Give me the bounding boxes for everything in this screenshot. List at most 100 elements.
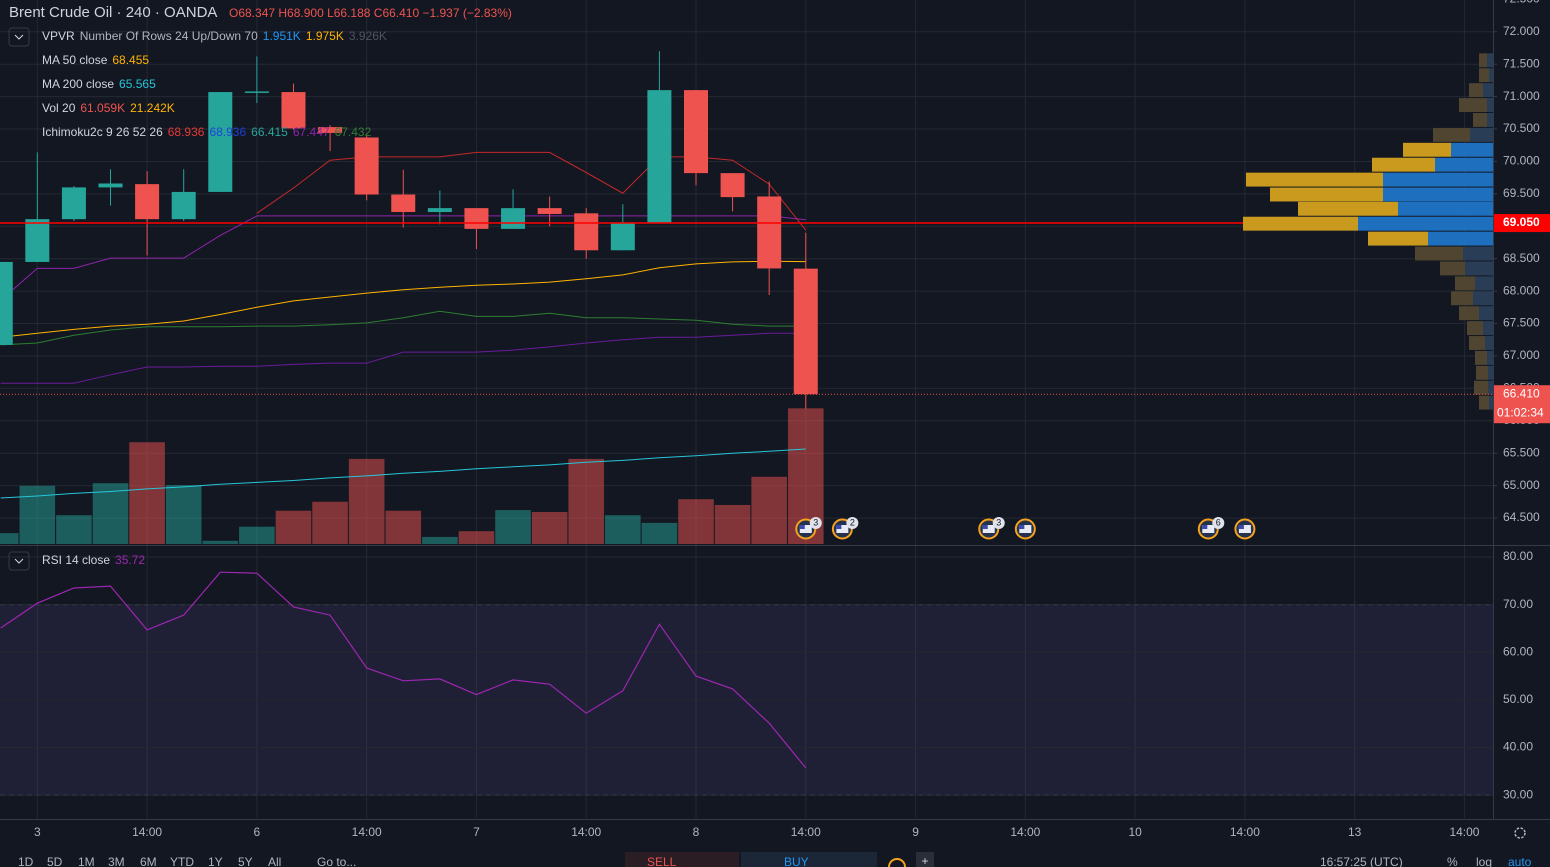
percent-toggle[interactable]: % (1447, 855, 1458, 867)
profile-up (1475, 350, 1487, 365)
last-price-label: 66.410 (1503, 386, 1540, 400)
candle-body (281, 92, 306, 129)
profile-up (1298, 201, 1398, 216)
buy-button[interactable] (741, 852, 877, 867)
log-toggle[interactable]: log (1476, 855, 1492, 867)
add-button[interactable] (916, 852, 934, 867)
indicator-legend: Ichimoku2c 9 26 52 26 68.936 68.936 66.415 6… (42, 125, 372, 139)
ohlc-quote: O68.347 H68.900 L66.188 C66.410 −1.937 (… (229, 6, 512, 20)
collapse-button[interactable] (8, 551, 30, 571)
y-tick-label: 70.00 (1503, 597, 1533, 611)
y-tick-label: 70.500 (1503, 121, 1540, 135)
range-button[interactable]: All (268, 855, 281, 867)
x-tick-label: 14:00 (791, 825, 821, 839)
legend-value: 68.936 (209, 125, 246, 139)
volume-bar (92, 483, 129, 544)
indicator-legend: VPVR Number Of Rows 24 Up/Down 70 1.951K 1.… (42, 29, 387, 43)
range-button[interactable]: 1M (78, 855, 95, 867)
event-badge-count: 3 (996, 517, 1001, 527)
candle-body (537, 208, 562, 214)
profile-down (1488, 380, 1493, 395)
legend-value: 3.926K (349, 29, 387, 43)
settings-icon[interactable] (1514, 827, 1526, 839)
candle-body (208, 92, 233, 192)
volume-bar (312, 501, 348, 544)
series-line (256, 151, 807, 231)
profile-up (1246, 172, 1383, 187)
profile-down (1358, 216, 1493, 231)
profile-up (1467, 321, 1483, 336)
y-tick-label: 70.000 (1503, 154, 1540, 168)
profile-down (1473, 291, 1493, 306)
candle-body (464, 208, 489, 229)
series-line (0, 332, 806, 384)
legend-value: 68.936 (168, 125, 205, 139)
event-flag (1238, 525, 1251, 533)
range-button[interactable]: 3M (108, 855, 125, 867)
profile-up (1372, 157, 1435, 172)
profile-down (1475, 276, 1493, 291)
profile-up (1243, 216, 1358, 231)
profile-down (1451, 142, 1493, 157)
range-button[interactable]: 5D (47, 855, 63, 867)
profile-up (1469, 83, 1483, 98)
y-tick-label: 67.000 (1503, 348, 1540, 362)
candle-body (391, 194, 416, 213)
candle-body (720, 173, 745, 198)
candle-body (135, 184, 160, 220)
volume-bar (458, 531, 495, 544)
legend-value: 21.242K (130, 101, 175, 115)
range-button[interactable]: 5Y (238, 855, 253, 867)
legend-params: Number Of Rows 24 Up/Down 70 (80, 29, 258, 43)
y-tick-label: 65.000 (1503, 478, 1540, 492)
profile-up (1479, 68, 1489, 83)
profile-down (1383, 172, 1493, 187)
range-button[interactable]: 1D (18, 855, 34, 867)
series-line (0, 571, 807, 769)
profile-up (1479, 53, 1487, 68)
collapse-button[interactable] (8, 27, 30, 47)
plot-area: 3 2 3 6 (0, 51, 1493, 769)
legend-value: 1.975K (306, 29, 344, 43)
candle-body (757, 196, 782, 269)
volume-bar (751, 476, 787, 544)
event-badge-count: 3 (813, 517, 818, 527)
profile-up (1476, 365, 1488, 380)
y-tick-label: 60.00 (1503, 644, 1533, 658)
collapse-icon (14, 34, 24, 40)
volume-bar (568, 458, 605, 544)
volume-bar (348, 458, 385, 544)
symbol-title: Brent Crude Oil · 240 · OANDA (9, 4, 217, 21)
volume-bar (129, 442, 165, 544)
profile-down (1487, 350, 1493, 365)
series-line (0, 260, 806, 338)
series-line (0, 310, 806, 346)
profile-down (1470, 127, 1493, 142)
goto-button[interactable]: Go to... (317, 855, 356, 867)
candle-body (574, 213, 599, 251)
profile-down (1487, 112, 1493, 127)
profile-down (1487, 53, 1493, 68)
indicator-legend: RSI 14 close 35.72 (42, 553, 145, 567)
volume-bar (678, 499, 714, 544)
volume-bar (239, 526, 275, 544)
sell-button[interactable] (625, 852, 739, 867)
profile-down (1398, 201, 1493, 216)
event-badge-count: 2 (850, 517, 855, 527)
profile-down (1428, 231, 1493, 246)
candle-body (318, 127, 343, 133)
range-button[interactable]: 1Y (208, 855, 223, 867)
range-button[interactable]: 6M (140, 855, 157, 867)
profile-up (1433, 127, 1470, 142)
legend-name: Ichimoku2c 9 26 52 26 (42, 125, 163, 139)
range-button[interactable]: YTD (170, 855, 194, 867)
volume-bar (495, 510, 531, 544)
x-tick-label: 7 (473, 825, 480, 839)
price-line-label-box (1494, 214, 1550, 233)
last-price-box (1494, 385, 1550, 424)
legend-value: 67.432 (335, 125, 372, 139)
profile-down (1383, 187, 1493, 202)
y-tick-label: 30.00 (1503, 787, 1533, 801)
auto-toggle[interactable]: auto (1508, 855, 1532, 867)
